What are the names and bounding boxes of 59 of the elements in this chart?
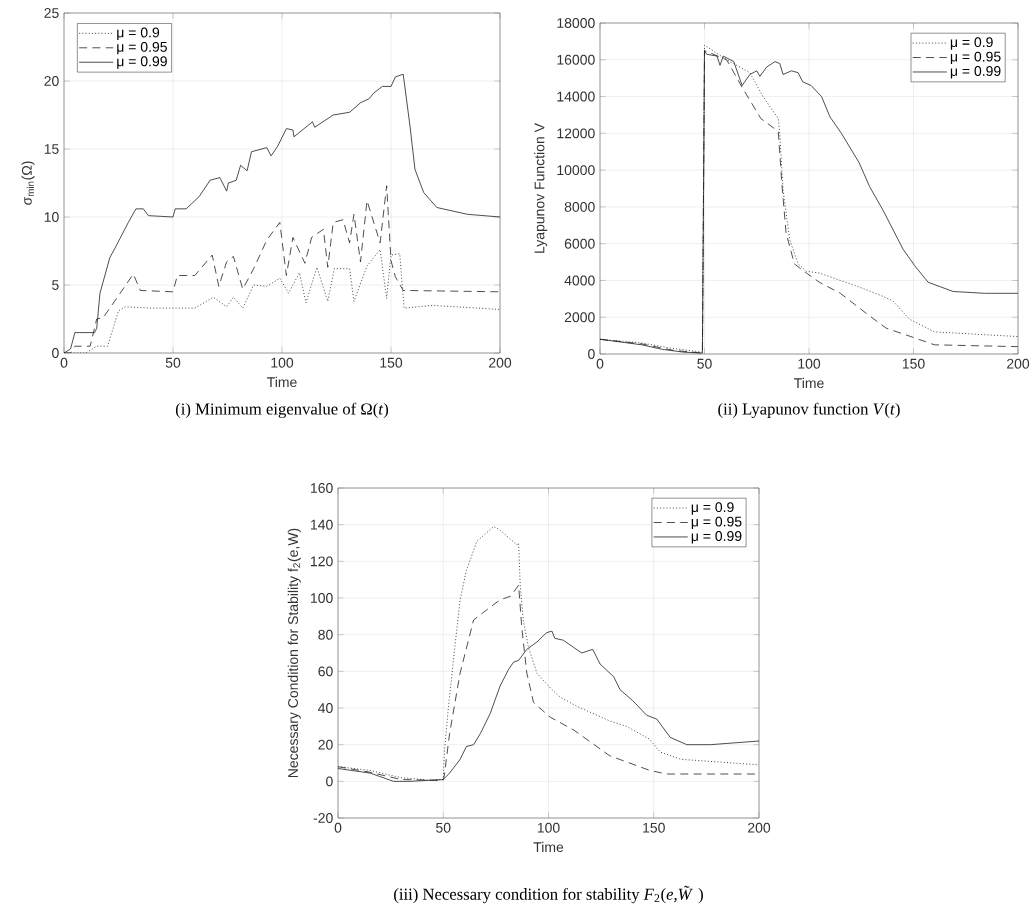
legend-label: μ = 0.95 xyxy=(117,41,167,55)
x-tick-label: 50 xyxy=(165,357,181,368)
x-tick-label: 200 xyxy=(1007,358,1030,369)
legend-label: μ = 0.95 xyxy=(950,51,1001,65)
y-tick-label: -20 xyxy=(313,813,333,823)
y-tick-label: 60 xyxy=(318,666,333,677)
x-tick-label: 100 xyxy=(537,822,560,833)
x-tick-label: 50 xyxy=(436,822,451,833)
y-tick-label: 16000 xyxy=(557,54,595,65)
y-tick-label: 5 xyxy=(52,280,59,290)
x-tick-label: 200 xyxy=(489,357,512,368)
y-tick-label: 4000 xyxy=(564,275,595,286)
y-tick-label: 0 xyxy=(326,776,333,787)
x-axis-title: Time xyxy=(533,841,564,853)
x-tick-label: 100 xyxy=(271,357,294,368)
y-tick-label: 10000 xyxy=(557,165,595,176)
x-tick-label: 200 xyxy=(748,822,771,833)
y-axis-title: Lyapunov Function V xyxy=(534,123,548,253)
y-tick-label: 8000 xyxy=(564,201,595,212)
y-tick-label: 160 xyxy=(311,483,333,493)
legend-label: μ = 0.9 xyxy=(950,37,993,50)
x-tick-label: 0 xyxy=(60,357,68,368)
y-tick-label: 20 xyxy=(318,739,333,750)
x-tick-label: 150 xyxy=(643,822,665,833)
y-tick-label: 10 xyxy=(44,212,59,222)
y-tick-label: 120 xyxy=(311,556,333,567)
y-tick-label: 140 xyxy=(311,519,333,530)
y-tick-label: 12000 xyxy=(557,128,595,139)
y-tick-label: 100 xyxy=(311,593,333,603)
y-tick-label: 15 xyxy=(44,144,59,154)
legend-label: μ = 0.9 xyxy=(691,502,734,515)
y-tick-label: 20 xyxy=(44,76,59,86)
x-tick-label: 50 xyxy=(697,358,712,369)
x-axis-title: Time xyxy=(267,376,297,388)
x-tick-label: 0 xyxy=(596,358,604,369)
legend-label: μ = 0.99 xyxy=(950,66,1001,79)
y-tick-label: 40 xyxy=(318,703,333,713)
y-tick-label: 2000 xyxy=(564,312,595,323)
y-tick-label: 14000 xyxy=(557,91,595,102)
y-axis-title: Necessary Condition for Stability f$_{2}$(e,W) xyxy=(287,528,301,778)
legend-label: μ = 0.99 xyxy=(691,531,742,544)
y-axis-title: σ$_{min}$(Ω) xyxy=(21,161,35,205)
y-tick-label: 25 xyxy=(44,8,59,18)
y-tick-label: 6000 xyxy=(564,238,595,249)
x-tick-label: 150 xyxy=(380,357,403,368)
text: (iii) Necessary condition for stability F$_{2}$(e,W̃) xyxy=(394,885,703,904)
text: (i) Minimum eigenvalue of Ω(t) xyxy=(175,402,389,419)
x-tick-label: 0 xyxy=(334,822,342,833)
x-tick-label: 150 xyxy=(902,358,925,369)
y-tick-label: 80 xyxy=(318,629,333,640)
text: (ii) Lyapunov function V(t) xyxy=(718,402,900,419)
y-tick-label: 0 xyxy=(588,349,595,359)
x-axis-title: Time xyxy=(794,377,824,389)
y-tick-label: 18000 xyxy=(557,18,595,28)
x-tick-label: 100 xyxy=(798,358,821,369)
y-tick-label: 0 xyxy=(52,348,59,358)
legend-label: μ = 0.99 xyxy=(117,56,167,69)
legend-label: μ = 0.9 xyxy=(117,27,160,40)
legend-label: μ = 0.95 xyxy=(691,516,742,530)
